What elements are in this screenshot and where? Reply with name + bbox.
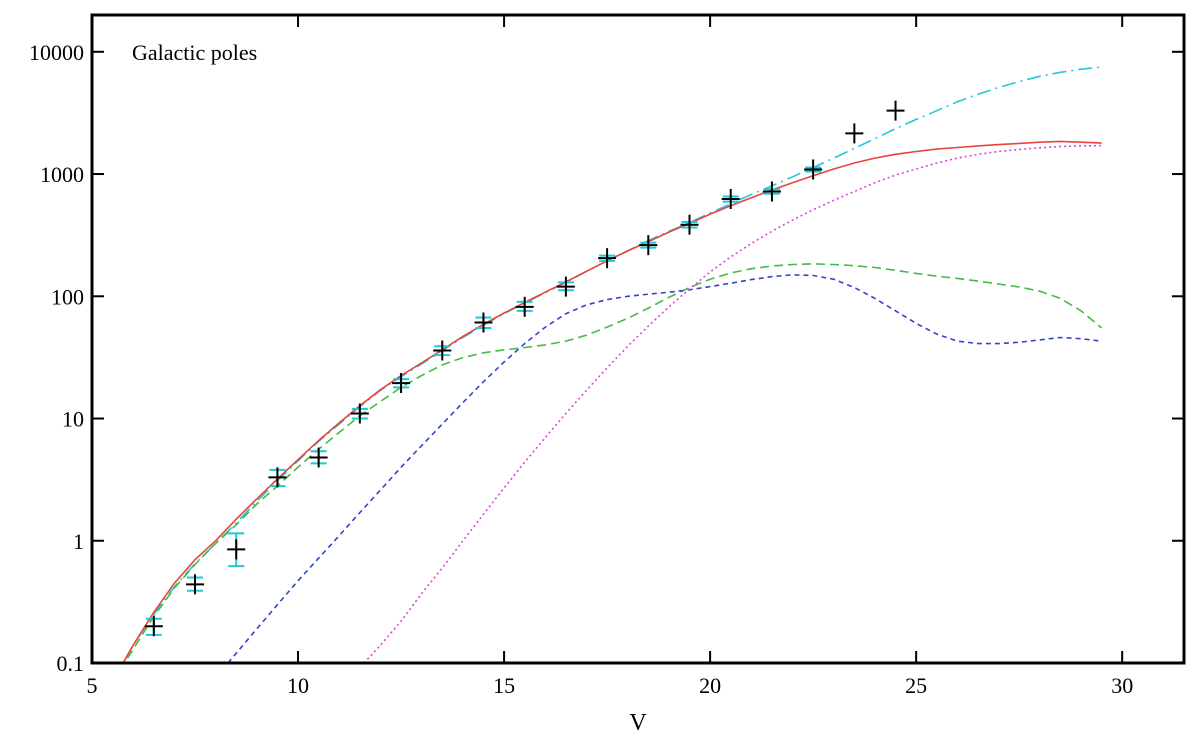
data-point bbox=[186, 574, 205, 595]
data-point bbox=[804, 159, 823, 180]
y-tick-label: 10000 bbox=[29, 40, 84, 65]
x-tick-label: 10 bbox=[287, 673, 309, 698]
x-tick-label: 30 bbox=[1111, 673, 1133, 698]
x-tick-label: 20 bbox=[699, 673, 721, 698]
y-tick-label: 1 bbox=[73, 529, 84, 554]
data-point bbox=[515, 296, 534, 317]
y-tick-label: 0.1 bbox=[57, 651, 85, 676]
y-tick-label: 1000 bbox=[40, 162, 84, 187]
plot-frame bbox=[90, 13, 1186, 665]
series-line-blue-model bbox=[227, 273, 1102, 663]
axis-ticks: 5 10 15 20 25 30 0.1 1 10 100 1000 10000 bbox=[29, 15, 1184, 698]
data-point bbox=[144, 616, 163, 637]
y-tick-label: 10 bbox=[62, 407, 84, 432]
data-point bbox=[680, 214, 699, 235]
data-point bbox=[474, 312, 493, 333]
data-point bbox=[309, 447, 328, 468]
x-tick-label: 25 bbox=[905, 673, 927, 698]
data-point bbox=[762, 181, 781, 202]
x-axis-title: V bbox=[629, 710, 647, 736]
data-point bbox=[433, 340, 452, 361]
data-point bbox=[639, 235, 658, 256]
data-point bbox=[392, 373, 411, 394]
data-point bbox=[598, 248, 617, 269]
annotation-label: Galactic poles bbox=[132, 40, 257, 65]
x-tick-label: 5 bbox=[87, 673, 98, 698]
x-tick-label: 15 bbox=[493, 673, 515, 698]
data-point bbox=[350, 403, 369, 424]
data-point bbox=[845, 123, 864, 144]
y-tick-label: 100 bbox=[51, 284, 84, 309]
plot-points bbox=[144, 100, 905, 637]
data-point bbox=[721, 188, 740, 209]
data-point bbox=[268, 467, 287, 488]
data-point bbox=[227, 532, 246, 568]
data-point bbox=[556, 276, 575, 297]
series-line-magenta-model bbox=[363, 144, 1102, 663]
data-point bbox=[886, 100, 905, 121]
